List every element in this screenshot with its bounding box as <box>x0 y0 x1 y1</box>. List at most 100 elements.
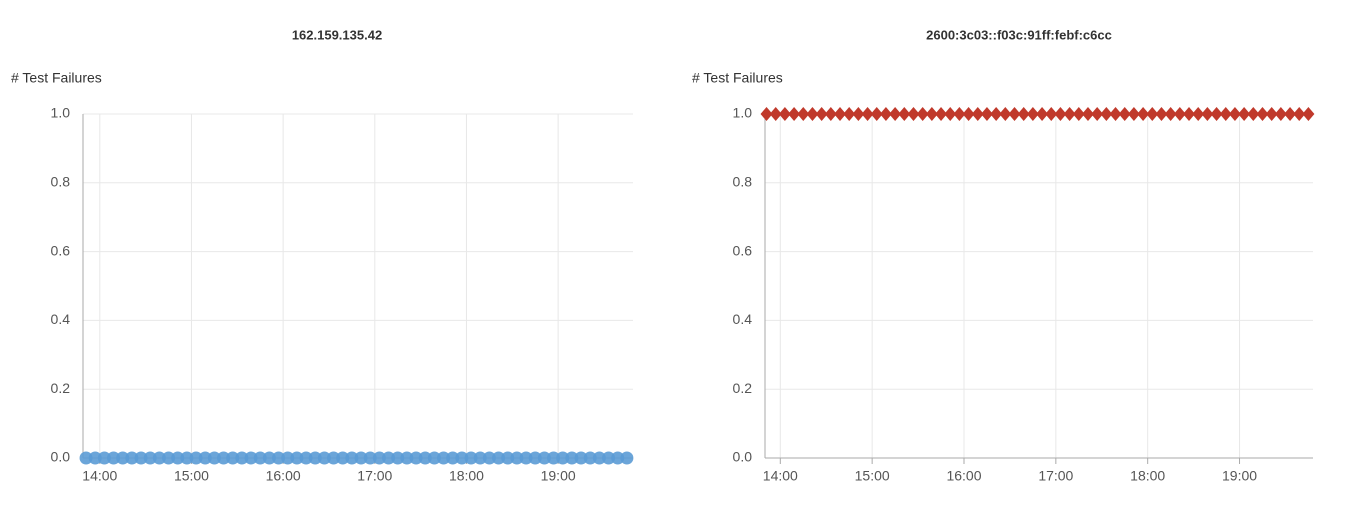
point <box>824 107 837 121</box>
point <box>980 107 993 121</box>
point <box>1173 107 1186 121</box>
point <box>1100 107 1113 121</box>
point <box>592 451 606 465</box>
y-tick-label: 0.6 <box>51 242 71 258</box>
point <box>1274 107 1287 121</box>
point <box>611 451 625 465</box>
point <box>547 451 561 465</box>
point <box>1091 107 1104 121</box>
point <box>482 451 496 465</box>
point <box>253 451 267 465</box>
point <box>815 107 828 121</box>
point <box>788 107 801 121</box>
y-axis-label: # Test Failures <box>11 70 102 86</box>
point <box>189 451 203 465</box>
point <box>889 107 902 121</box>
point <box>116 451 130 465</box>
point <box>778 107 791 121</box>
point <box>519 451 533 465</box>
point <box>1284 107 1297 121</box>
x-tick-label: 15:00 <box>174 468 209 484</box>
point <box>473 451 487 465</box>
y-tick-label: 0.2 <box>733 380 753 396</box>
point <box>1008 107 1021 121</box>
point <box>299 451 313 465</box>
point <box>1210 107 1223 121</box>
point <box>143 451 157 465</box>
y-tick-label: 1.0 <box>733 105 753 121</box>
x-tick-label: 16:00 <box>266 468 301 484</box>
point <box>1063 107 1076 121</box>
point <box>418 451 432 465</box>
point <box>1127 107 1140 121</box>
x-tick-label: 17:00 <box>1038 468 1073 484</box>
point <box>446 451 460 465</box>
y-tick-label: 0.8 <box>733 174 753 190</box>
point <box>162 451 176 465</box>
point <box>953 107 966 121</box>
point <box>244 451 258 465</box>
x-tick-label: 14:00 <box>82 468 117 484</box>
point <box>409 451 423 465</box>
point <box>907 107 920 121</box>
x-tick-label: 15:00 <box>855 468 890 484</box>
point <box>1017 107 1030 121</box>
point <box>226 451 240 465</box>
point <box>769 107 782 121</box>
point <box>501 451 515 465</box>
x-tick-label: 19:00 <box>1222 468 1257 484</box>
point <box>400 451 414 465</box>
point <box>1045 107 1058 121</box>
y-tick-label: 0.8 <box>51 174 71 190</box>
point <box>336 451 350 465</box>
point <box>427 451 441 465</box>
point <box>537 451 551 465</box>
point <box>79 451 93 465</box>
point <box>207 451 221 465</box>
point <box>1137 107 1150 121</box>
point <box>510 451 524 465</box>
point <box>1118 107 1131 121</box>
point <box>806 107 819 121</box>
point <box>317 451 331 465</box>
x-tick-label: 18:00 <box>449 468 484 484</box>
x-tick-label: 18:00 <box>1130 468 1165 484</box>
point <box>1256 107 1269 121</box>
point <box>870 107 883 121</box>
point <box>861 107 874 121</box>
point <box>97 451 111 465</box>
point <box>308 451 322 465</box>
point <box>437 451 451 465</box>
point <box>925 107 938 121</box>
point <box>1054 107 1067 121</box>
point <box>962 107 975 121</box>
point <box>464 451 478 465</box>
point <box>1036 107 1049 121</box>
point <box>556 451 570 465</box>
point <box>152 451 166 465</box>
point <box>455 451 469 465</box>
x-tick-label: 17:00 <box>357 468 392 484</box>
point <box>990 107 1003 121</box>
point <box>1183 107 1196 121</box>
point <box>620 451 634 465</box>
point <box>1026 107 1039 121</box>
point <box>1302 107 1315 121</box>
point <box>354 451 368 465</box>
y-tick-label: 0.0 <box>51 449 71 465</box>
point <box>171 451 185 465</box>
point <box>1228 107 1241 121</box>
point <box>1081 107 1094 121</box>
point <box>88 451 102 465</box>
point <box>217 451 231 465</box>
x-tick-label: 16:00 <box>946 468 981 484</box>
point <box>1072 107 1085 121</box>
point <box>1265 107 1278 121</box>
y-tick-label: 0.4 <box>51 311 71 327</box>
point <box>1192 107 1205 121</box>
point <box>528 451 542 465</box>
point <box>760 107 773 121</box>
y-tick-label: 0.6 <box>733 242 753 258</box>
point <box>262 451 276 465</box>
point <box>1293 107 1306 121</box>
